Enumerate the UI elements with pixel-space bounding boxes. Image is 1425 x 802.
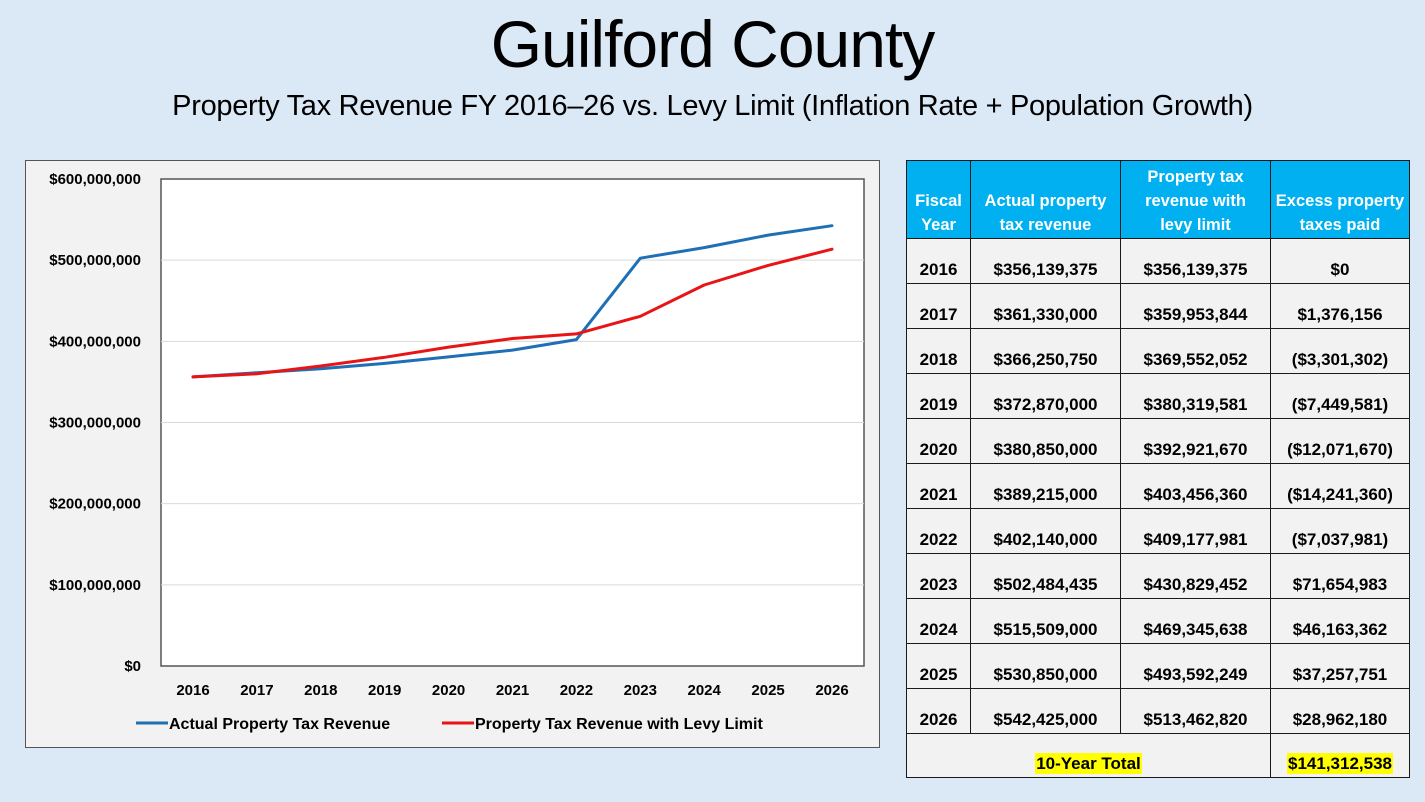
header-levy-revenue: Property tax revenue with levy limit [1120, 160, 1271, 239]
cell-actual: $530,850,000 [970, 643, 1121, 689]
x-tick-label: 2018 [304, 682, 337, 699]
x-tick-label: 2019 [368, 682, 401, 699]
cell-excess: $71,654,983 [1270, 553, 1410, 599]
y-tick-label: $600,000,000 [49, 171, 141, 188]
y-tick-label: $100,000,000 [49, 577, 141, 594]
cell-actual: $361,330,000 [970, 283, 1121, 329]
total-label-cell: 10-Year Total [906, 733, 1271, 778]
table-row: 2016 $356,139,375 $356,139,375 $0 [906, 238, 1410, 284]
x-tick-label: 2024 [688, 682, 722, 699]
table-row: 2022 $402,140,000 $409,177,981 ($7,037,981) [906, 508, 1410, 554]
cell-year: 2018 [906, 328, 971, 374]
y-tick-label: $300,000,000 [49, 415, 141, 432]
table-header-row: Fiscal Year Actual property tax revenue … [906, 160, 1410, 239]
cell-levy: $380,319,581 [1120, 373, 1271, 419]
cell-actual: $366,250,750 [970, 328, 1121, 374]
y-axis-ticks: $0 $100,000,000 $200,000,000 $300,000,000 $4… [49, 171, 141, 675]
table-row: 2026 $542,425,000 $513,462,820 $28,962,180 [906, 688, 1410, 734]
cell-excess: $0 [1270, 238, 1410, 284]
y-tick-label: $0 [124, 658, 141, 675]
line-chart: $0 $100,000,000 $200,000,000 $300,000,000 $4… [25, 160, 880, 748]
legend-label: Actual Property Tax Revenue [169, 716, 390, 733]
series-lines [191, 224, 834, 379]
x-tick-label: 2025 [751, 682, 784, 699]
header-excess-taxes: Excess property taxes paid [1270, 160, 1410, 239]
cell-excess: ($7,449,581) [1270, 373, 1410, 419]
cell-levy: $369,552,052 [1120, 328, 1271, 374]
x-tick-label: 2017 [240, 682, 273, 699]
cell-actual: $542,425,000 [970, 688, 1121, 734]
cell-excess: ($12,071,670) [1270, 418, 1410, 464]
total-row: 10-Year Total $141,312,538 [906, 733, 1410, 778]
cell-excess: ($3,301,302) [1270, 328, 1410, 374]
x-tick-label: 2020 [432, 682, 465, 699]
table-row: 2024 $515,509,000 $469,345,638 $46,163,362 [906, 598, 1410, 644]
tax-table: Fiscal Year Actual property tax revenue … [906, 160, 1410, 778]
cell-year: 2023 [906, 553, 971, 599]
table-row: 2023 $502,484,435 $430,829,452 $71,654,983 [906, 553, 1410, 599]
table-row: 2021 $389,215,000 $403,456,360 ($14,241,360… [906, 463, 1410, 509]
cell-year: 2024 [906, 598, 971, 644]
cell-year: 2016 [906, 238, 971, 284]
cell-levy: $409,177,981 [1120, 508, 1271, 554]
cell-excess: $46,163,362 [1270, 598, 1410, 644]
cell-year: 2019 [906, 373, 971, 419]
cell-levy: $430,829,452 [1120, 553, 1271, 599]
page-subtitle: Property Tax Revenue FY 2016–26 vs. Levy… [172, 90, 1253, 122]
legend-label: Property Tax Revenue with Levy Limit [475, 716, 763, 733]
legend: Actual Property Tax Revenue Property Tax … [136, 716, 763, 733]
cell-actual: $380,850,000 [970, 418, 1121, 464]
cell-year: 2021 [906, 463, 971, 509]
table-row: 2019 $372,870,000 $380,319,581 ($7,449,581) [906, 373, 1410, 419]
cell-excess: ($14,241,360) [1270, 463, 1410, 509]
cell-year: 2020 [906, 418, 971, 464]
cell-actual: $372,870,000 [970, 373, 1121, 419]
cell-levy: $493,592,249 [1120, 643, 1271, 689]
chart-canvas: $0 $100,000,000 $200,000,000 $300,000,000 $4… [49, 171, 865, 733]
table-row: 2020 $380,850,000 $392,921,670 ($12,071,670… [906, 418, 1410, 464]
total-label: 10-Year Total [1035, 753, 1142, 774]
x-tick-label: 2022 [560, 682, 593, 699]
table-row: 2017 $361,330,000 $359,953,844 $1,376,156 [906, 283, 1410, 329]
cell-actual: $502,484,435 [970, 553, 1121, 599]
cell-year: 2026 [906, 688, 971, 734]
cell-actual: $356,139,375 [970, 238, 1121, 284]
cell-excess: $1,376,156 [1270, 283, 1410, 329]
table-row: 2025 $530,850,000 $493,592,249 $37,257,751 [906, 643, 1410, 689]
cell-excess: $28,962,180 [1270, 688, 1410, 734]
x-axis-ticks: 2016 2017 2018 2019 2020 2021 2022 2023 2024 2025… [176, 682, 848, 699]
cell-year: 2017 [906, 283, 971, 329]
gridlines [161, 259, 864, 586]
cell-levy: $392,921,670 [1120, 418, 1271, 464]
x-tick-label: 2016 [176, 682, 209, 699]
cell-excess: $37,257,751 [1270, 643, 1410, 689]
cell-year: 2022 [906, 508, 971, 554]
cell-levy: $403,456,360 [1120, 463, 1271, 509]
y-tick-label: $200,000,000 [49, 496, 141, 513]
cell-actual: $389,215,000 [970, 463, 1121, 509]
total-value: $141,312,538 [1287, 753, 1393, 774]
x-tick-label: 2026 [815, 682, 848, 699]
header-actual-revenue: Actual property tax revenue [970, 160, 1121, 239]
cell-levy: $356,139,375 [1120, 238, 1271, 284]
total-value-cell: $141,312,538 [1270, 733, 1410, 778]
cell-levy: $513,462,820 [1120, 688, 1271, 734]
cell-actual: $515,509,000 [970, 598, 1121, 644]
page-title: Guilford County [490, 7, 936, 81]
header-fiscal-year: Fiscal Year [906, 160, 971, 239]
cell-levy: $469,345,638 [1120, 598, 1271, 644]
x-tick-label: 2021 [496, 682, 529, 699]
cell-levy: $359,953,844 [1120, 283, 1271, 329]
cell-year: 2025 [906, 643, 971, 689]
cell-actual: $402,140,000 [970, 508, 1121, 554]
x-tick-label: 2023 [624, 682, 657, 699]
table-row: 2018 $366,250,750 $369,552,052 ($3,301,302) [906, 328, 1410, 374]
y-tick-label: $500,000,000 [49, 252, 141, 269]
cell-excess: ($7,037,981) [1270, 508, 1410, 554]
y-tick-label: $400,000,000 [49, 333, 141, 350]
